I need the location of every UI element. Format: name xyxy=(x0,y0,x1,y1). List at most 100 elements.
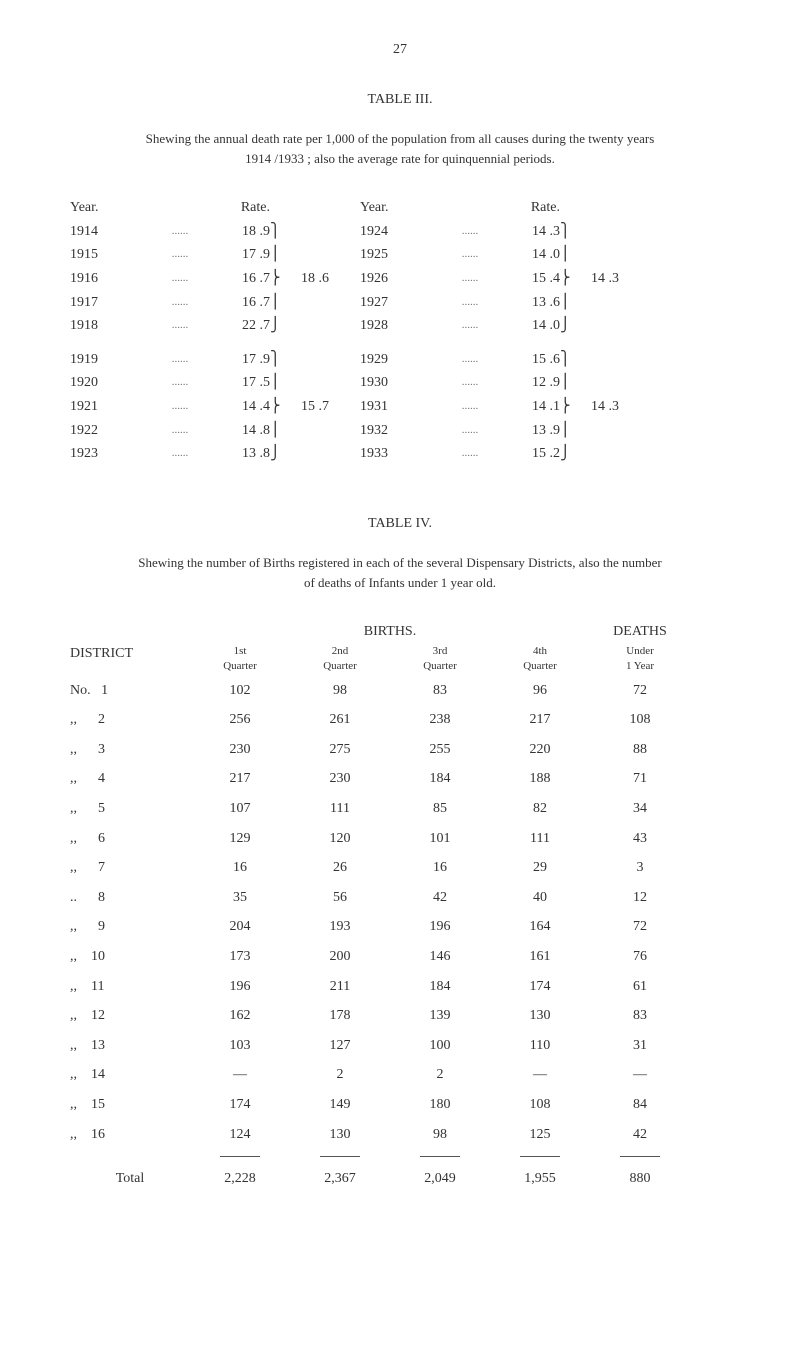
q4-val: 40 xyxy=(490,888,590,908)
t3-right-rate: 13 .6 xyxy=(500,293,560,313)
t3-left-rate: 18 .9 xyxy=(210,222,270,242)
q3-val: 180 xyxy=(390,1095,490,1115)
t3-left-year: 1923 xyxy=(70,444,150,464)
table4-row: ,, 161241309812542 xyxy=(70,1125,730,1145)
q4-val: 220 xyxy=(490,740,590,760)
bracket-icon: ⎪ xyxy=(270,421,290,441)
table4-title: TABLE IV. xyxy=(60,514,740,534)
t3-right-year: 1926 xyxy=(360,269,440,289)
table3-row: 1915......17 .9⎪1925......14 .0⎪ xyxy=(70,245,730,265)
q3-top: 3rd xyxy=(390,644,490,659)
deaths-val: 88 xyxy=(590,740,690,760)
bracket-icon: ⎪ xyxy=(270,245,290,265)
t3-dots: ...... xyxy=(150,224,210,239)
q3-val: 101 xyxy=(390,829,490,849)
q3-val: 100 xyxy=(390,1036,490,1056)
district-no: ,, 11 xyxy=(70,977,190,997)
q4-val: 108 xyxy=(490,1095,590,1115)
deaths-val: 42 xyxy=(590,1125,690,1145)
district-no: ,, 4 xyxy=(70,769,190,789)
table3-group: 1919......17 .9⎫1929......15 .6⎫1920....… xyxy=(70,350,730,464)
district-no: ,, 3 xyxy=(70,740,190,760)
table3-caption: Shewing the annual death rate per 1,000 … xyxy=(60,129,740,168)
t3-left-year: 1914 xyxy=(70,222,150,242)
total-q4: 1,955 xyxy=(490,1169,590,1189)
bracket-icon: ⎭ xyxy=(560,444,580,464)
t3-left-avg: 18 .6 xyxy=(290,269,340,289)
bracket-icon: ⎪ xyxy=(560,421,580,441)
bracket-icon: ⎬ xyxy=(270,269,290,289)
t3-left-rate: 16 .7 xyxy=(210,293,270,313)
q4-val: 161 xyxy=(490,947,590,967)
total-deaths: 880 xyxy=(590,1169,690,1189)
district-no: No. 1 xyxy=(70,681,190,701)
t3-right-year: 1932 xyxy=(360,421,440,441)
deaths-top: Under xyxy=(590,644,690,659)
t3-right-year: 1925 xyxy=(360,245,440,265)
total-q2: 2,367 xyxy=(290,1169,390,1189)
q2-val: 211 xyxy=(290,977,390,997)
total-label: Total xyxy=(70,1169,190,1189)
table3-group: 1914......18 .9⎫1924......14 .3⎫1915....… xyxy=(70,222,730,336)
table4-row: No. 110298839672 xyxy=(70,681,730,701)
q4-val: 217 xyxy=(490,710,590,730)
q1-val: 35 xyxy=(190,888,290,908)
district-no: ,, 9 xyxy=(70,917,190,937)
deaths-val: 108 xyxy=(590,710,690,730)
table4-row: ,, 920419319616472 xyxy=(70,917,730,937)
table3-row: 1922......14 .8⎪1932......13 .9⎪ xyxy=(70,421,730,441)
deaths-val: 72 xyxy=(590,917,690,937)
bracket-icon: ⎪ xyxy=(560,245,580,265)
table4-top-header: BIRTHS. DEATHS xyxy=(70,622,730,642)
total-q3: 2,049 xyxy=(390,1169,490,1189)
table4-row: ,, 1017320014616176 xyxy=(70,947,730,967)
q1-val: 196 xyxy=(190,977,290,997)
t3-dots: ...... xyxy=(150,247,210,262)
t3-left-year: 1922 xyxy=(70,421,150,441)
q1-bot: Quarter xyxy=(190,659,290,674)
t3-dots: ...... xyxy=(440,295,500,310)
q3-val: 196 xyxy=(390,917,490,937)
q1-val: 217 xyxy=(190,769,290,789)
q2-top: 2nd xyxy=(290,644,390,659)
deaths-val: 76 xyxy=(590,947,690,967)
table4-total-row: Total 2,228 2,367 2,049 1,955 880 xyxy=(70,1169,730,1189)
bracket-icon: ⎫ xyxy=(270,350,290,370)
q2-val: 127 xyxy=(290,1036,390,1056)
table4-row: ,, 14—22—— xyxy=(70,1065,730,1085)
deaths-val: 83 xyxy=(590,1006,690,1026)
q3-val: 184 xyxy=(390,977,490,997)
q1-val: 162 xyxy=(190,1006,290,1026)
q4-val: 110 xyxy=(490,1036,590,1056)
t3-dots: ...... xyxy=(150,318,210,333)
q2-val: 193 xyxy=(290,917,390,937)
q3-val: 184 xyxy=(390,769,490,789)
table3-headers: Year. Rate. Year. Rate. xyxy=(70,198,730,218)
q1-val: 16 xyxy=(190,858,290,878)
table3-caption-line1: Shewing the annual death rate per 1,000 … xyxy=(146,131,655,146)
q2-val: 275 xyxy=(290,740,390,760)
q3-val: 139 xyxy=(390,1006,490,1026)
table4-caption-line2: of deaths of Infants under 1 year old. xyxy=(304,575,496,590)
q4-val: 188 xyxy=(490,769,590,789)
dash-row xyxy=(70,1154,730,1159)
bracket-icon: ⎬ xyxy=(560,397,580,417)
header-year-left: Year. xyxy=(70,198,150,218)
deaths-val: 71 xyxy=(590,769,690,789)
t3-right-year: 1928 xyxy=(360,316,440,336)
t3-left-year: 1920 xyxy=(70,373,150,393)
deaths-bot: 1 Year xyxy=(590,659,690,674)
deaths-val: 3 xyxy=(590,858,690,878)
q3-val: 2 xyxy=(390,1065,490,1085)
table3-row: 1923......13 .8⎭1933......15 .2⎭ xyxy=(70,444,730,464)
table4-row: ,, 612912010111143 xyxy=(70,829,730,849)
t3-left-rate: 17 .9 xyxy=(210,350,270,370)
table3-row: 1914......18 .9⎫1924......14 .3⎫ xyxy=(70,222,730,242)
table3-row: 1917......16 .7⎪1927......13 .6⎪ xyxy=(70,293,730,313)
q3-val: 16 xyxy=(390,858,490,878)
q4-val: 82 xyxy=(490,799,590,819)
table3-row: 1920......17 .5⎪1930......12 .9⎪ xyxy=(70,373,730,393)
table4-subheader: DISTRICT 1st Quarter 2nd Quarter 3rd Qua… xyxy=(70,644,730,675)
q1-val: — xyxy=(190,1065,290,1085)
q1-val: 174 xyxy=(190,1095,290,1115)
